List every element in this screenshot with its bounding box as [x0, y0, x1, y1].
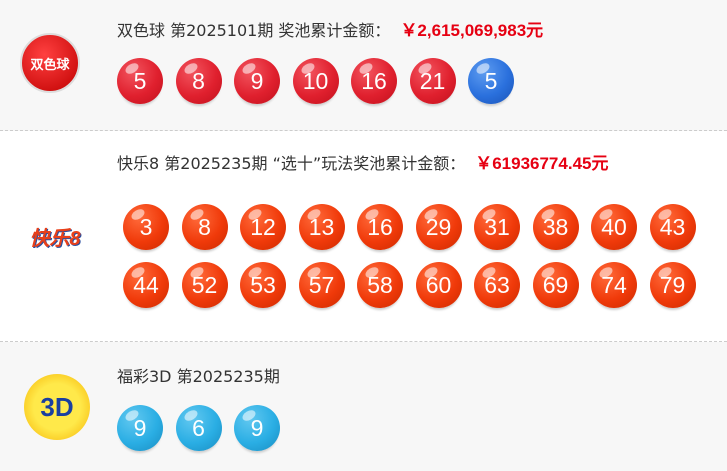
red-ball: 21 [409, 58, 456, 104]
kl8-ball: 13 [298, 204, 345, 250]
ball-number: 52 [191, 271, 218, 298]
kl8-logo[interactable]: 快乐8 [29, 227, 81, 250]
red-ball: 8 [175, 58, 222, 104]
kl8-ball: 69 [532, 262, 579, 308]
ssq-section: 双色球 双色球 第2025101期 奖池累计金额： ￥2,615,069,983元… [0, 0, 727, 131]
kl8-ball: 3 [123, 204, 169, 250]
ball-number: 13 [308, 213, 335, 240]
kl8-ball: 60 [415, 262, 462, 308]
kl8-ball: 29 [415, 204, 462, 250]
ssq-title: 双色球 第2025101期 奖池累计金额： ￥2,615,069,983元 [117, 16, 543, 41]
ball-number: 40 [601, 213, 627, 240]
ball-number: 9 [133, 414, 147, 441]
kl8-section: 快乐8 快乐8 第2025235期 “选十”玩法奖池累计金额： ￥61936774… [0, 131, 727, 342]
kl8-ball: 53 [240, 262, 286, 308]
ball-number: 5 [484, 67, 498, 94]
kl8-ball: 57 [298, 262, 345, 308]
ball-number: 53 [250, 271, 276, 298]
ball-number: 8 [192, 67, 205, 94]
ball-number: 5 [133, 67, 147, 94]
fc3d-ball: 9 [117, 405, 163, 451]
ball-number: 43 [659, 213, 686, 240]
ball-number: 38 [542, 213, 569, 240]
ball-number: 9 [250, 414, 264, 441]
ball-number: 57 [308, 271, 335, 298]
blue-ball: 5 [468, 58, 514, 104]
red-ball: 16 [351, 58, 397, 104]
kl8-ball: 52 [181, 262, 228, 308]
fc3d-title: 福彩3D 第2025235期 [117, 367, 280, 386]
red-ball: 10 [292, 58, 339, 104]
ball-number: 6 [192, 414, 205, 441]
kl8-ball: 12 [240, 204, 286, 250]
red-ball: 9 [234, 58, 280, 104]
ball-number: 16 [367, 213, 393, 240]
ssq-jackpot: ￥2,615,069,983元 [400, 21, 544, 40]
kl8-jackpot: ￥61936774.45元 [475, 154, 609, 173]
ball-number: 16 [361, 67, 387, 94]
ball-number: 10 [302, 67, 329, 94]
fc3d-balls: 9 6 9 [117, 405, 280, 451]
ball-number: 29 [425, 213, 452, 240]
kl8-ball: 63 [474, 262, 520, 308]
fc3d-ball: 9 [234, 405, 280, 451]
kl8-ball: 38 [532, 204, 579, 250]
ball-number: 58 [367, 271, 393, 298]
kl8-ball: 8 [181, 204, 228, 250]
kl8-ball: 43 [649, 204, 696, 250]
ball-number: 31 [484, 213, 510, 240]
kl8-balls: 3 8 12 13 16 29 31 38 40 43 44 52 53 57 58 60 63 69 74 79 [123, 204, 723, 308]
ball-number: 69 [542, 271, 569, 298]
fc3d-section: 3D 福彩3D 第2025235期 9 6 9 [0, 342, 727, 471]
ball-number: 8 [198, 213, 211, 240]
ball-number: 9 [250, 67, 264, 94]
ball-number: 12 [250, 213, 276, 240]
red-ball: 5 [117, 58, 163, 104]
kl8-ball: 16 [357, 204, 403, 250]
ssq-logo[interactable]: 双色球 [20, 33, 80, 93]
kl8-title: 快乐8 第2025235期 “选十”玩法奖池累计金额： ￥61936774.45元 [117, 149, 608, 174]
kl8-ball: 31 [474, 204, 520, 250]
ball-number: 74 [601, 271, 627, 298]
ssq-issue: 双色球 第2025101期 奖池累计金额： [117, 21, 391, 40]
kl8-ball: 79 [649, 262, 696, 308]
ball-number: 79 [659, 271, 686, 298]
ball-number: 44 [133, 271, 159, 298]
kl8-ball: 44 [123, 262, 169, 308]
fc3d-ball: 6 [175, 405, 222, 451]
kl8-ball: 40 [591, 204, 637, 250]
ball-number: 63 [484, 271, 510, 298]
ball-number: 3 [139, 213, 153, 240]
kl8-ball: 58 [357, 262, 403, 308]
ssq-balls: 5 8 9 10 16 21 5 [117, 58, 514, 104]
ball-number: 60 [425, 271, 452, 298]
fc3d-logo[interactable]: 3D [24, 374, 90, 440]
kl8-ball: 74 [591, 262, 637, 308]
ball-number: 21 [419, 67, 446, 94]
kl8-issue: 快乐8 第2025235期 “选十”玩法奖池累计金额： [117, 154, 466, 173]
